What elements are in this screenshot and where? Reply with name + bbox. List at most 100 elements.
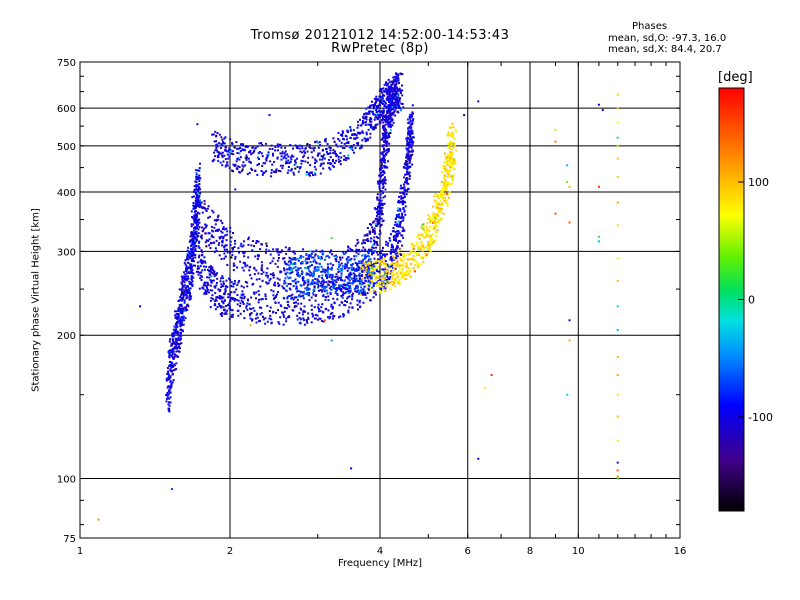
data-point xyxy=(221,138,224,141)
data-point xyxy=(399,92,402,94)
data-point xyxy=(394,267,397,270)
data-point xyxy=(369,249,372,252)
data-point xyxy=(364,284,367,287)
data-point xyxy=(306,257,309,260)
data-point xyxy=(224,158,227,161)
data-point xyxy=(391,118,394,121)
data-point xyxy=(320,280,323,283)
data-point xyxy=(234,188,237,191)
data-point xyxy=(406,136,409,139)
data-point xyxy=(396,215,398,218)
data-point xyxy=(200,279,203,281)
data-point xyxy=(345,290,348,293)
data-point xyxy=(385,284,388,287)
data-point xyxy=(220,219,223,222)
data-point xyxy=(195,201,198,204)
data-point xyxy=(198,204,201,207)
data-point xyxy=(386,120,389,123)
data-point xyxy=(318,262,321,265)
data-point xyxy=(398,87,401,90)
data-point xyxy=(256,316,259,319)
data-point xyxy=(394,277,397,280)
data-point xyxy=(380,98,383,101)
data-point xyxy=(277,253,280,256)
data-point xyxy=(233,246,236,248)
data-point xyxy=(398,225,401,228)
data-point xyxy=(192,233,195,235)
data-point xyxy=(446,163,449,165)
data-point xyxy=(226,161,229,164)
data-point xyxy=(405,156,407,159)
data-point xyxy=(388,271,391,273)
data-point xyxy=(219,237,221,240)
data-point xyxy=(139,305,142,308)
data-point xyxy=(175,313,178,316)
data-point xyxy=(376,283,379,286)
data-point xyxy=(198,202,201,204)
data-point xyxy=(399,268,402,271)
data-point xyxy=(210,235,213,238)
data-point xyxy=(377,209,380,212)
data-point xyxy=(247,236,250,239)
data-point xyxy=(401,73,404,76)
data-point xyxy=(447,154,450,157)
data-point xyxy=(382,94,385,96)
data-point xyxy=(327,266,329,269)
data-point xyxy=(321,268,324,271)
data-point xyxy=(383,94,386,97)
data-point xyxy=(401,244,404,247)
data-point xyxy=(400,276,403,279)
data-point xyxy=(188,256,191,259)
data-point xyxy=(169,385,171,388)
data-point xyxy=(442,165,445,168)
data-point xyxy=(203,202,206,205)
data-point xyxy=(327,309,330,312)
data-point xyxy=(198,241,200,244)
data-point xyxy=(393,223,396,226)
data-point xyxy=(397,275,400,277)
data-point xyxy=(195,220,198,223)
data-point xyxy=(321,289,324,292)
data-point xyxy=(270,175,273,178)
data-point xyxy=(426,222,429,225)
data-point xyxy=(328,256,331,259)
data-point xyxy=(406,152,409,155)
data-point xyxy=(201,226,204,229)
data-point xyxy=(364,242,366,244)
data-point xyxy=(186,275,189,278)
data-point xyxy=(242,293,245,296)
data-point xyxy=(411,163,414,166)
data-point xyxy=(412,112,414,115)
data-point xyxy=(189,235,192,238)
data-point xyxy=(302,317,305,320)
data-point xyxy=(373,106,375,108)
data-point xyxy=(257,240,260,243)
data-point xyxy=(262,171,265,174)
data-point xyxy=(282,157,285,160)
data-point xyxy=(364,274,367,277)
data-point xyxy=(409,137,412,140)
data-point xyxy=(343,304,346,306)
data-point xyxy=(616,144,619,147)
data-point xyxy=(246,173,249,176)
data-point xyxy=(342,291,345,294)
data-point xyxy=(365,115,368,118)
data-point xyxy=(408,270,411,273)
data-point xyxy=(304,259,307,262)
data-point xyxy=(332,165,335,168)
data-point xyxy=(442,212,445,215)
data-point xyxy=(367,279,370,282)
data-point xyxy=(307,278,310,281)
data-point xyxy=(350,273,353,276)
data-point xyxy=(315,269,318,272)
data-point xyxy=(377,222,380,225)
data-point xyxy=(300,159,303,162)
data-point xyxy=(336,268,339,271)
data-point xyxy=(441,195,444,198)
data-point xyxy=(373,227,376,230)
data-point xyxy=(203,260,206,263)
data-point xyxy=(346,281,349,284)
data-point xyxy=(267,282,270,285)
data-point xyxy=(291,263,294,266)
data-point xyxy=(221,277,224,280)
